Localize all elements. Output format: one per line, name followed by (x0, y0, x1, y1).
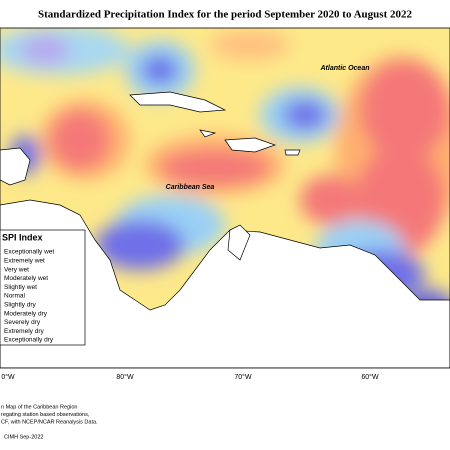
x-axis-label: 80°W (116, 373, 134, 381)
spi-shading (0, 28, 450, 350)
legend-item: Moderately dry (4, 310, 48, 317)
legend-item: Exceptionally dry (4, 337, 54, 344)
map-label: Caribbean Sea (166, 184, 215, 191)
legend-item: Extremely wet (4, 258, 45, 265)
footer-note: regating station based observations, (1, 412, 90, 418)
title: Standardized Precipitation Index for the… (38, 9, 413, 21)
map-label: Atlantic Ocean (319, 65, 369, 72)
legend-item: Slightly wet (4, 284, 37, 291)
legend-item: Exceptionally wet (4, 249, 54, 256)
footer-note: n Map of the Caribbean Region (1, 404, 77, 410)
legend-item: Very wet (4, 266, 29, 273)
footer-note: CF, with NCEP/NCAR Reanalysis Data. (1, 419, 98, 425)
spi-map (0, 28, 450, 368)
legend-box (0, 229, 86, 346)
legend-item: Slightly dry (4, 302, 37, 309)
x-axis-label: 60°W (361, 373, 379, 381)
x-axis-label: 70°W (234, 373, 252, 381)
legend-title: SPI Index (2, 232, 43, 242)
legend-item: Severely dry (4, 319, 41, 326)
map-frame (0, 27, 450, 369)
legend-item: Moderately wet (4, 275, 48, 282)
legend-item: Normal (4, 293, 26, 300)
footer-credit: CIMH Sep-2022 (4, 434, 43, 440)
x-axis-label: 0°W (1, 373, 15, 381)
land (0, 91, 450, 368)
legend-item: Extremely dry (4, 328, 44, 335)
